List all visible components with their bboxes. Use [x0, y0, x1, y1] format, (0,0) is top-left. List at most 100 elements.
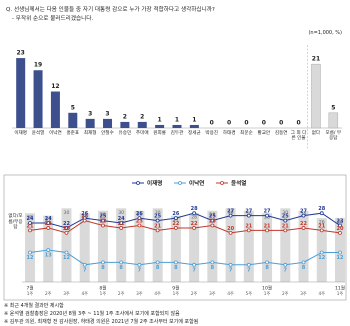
- legend-label: 이낙연: [189, 179, 204, 187]
- x-tick-label: 1주: [100, 291, 107, 297]
- value-label: 19: [34, 62, 42, 69]
- marker: [46, 226, 51, 230]
- x-tick-label: 2주: [282, 291, 289, 297]
- value-label: 27: [300, 209, 307, 215]
- marker: [101, 260, 105, 265]
- value-label: 27: [245, 209, 252, 215]
- value-label: 21: [318, 223, 325, 229]
- bar: [298, 210, 309, 282]
- value-label: 26: [81, 211, 88, 217]
- x-tick-label: 4주: [81, 291, 88, 297]
- bar: [155, 124, 165, 128]
- value-label: 7: [284, 267, 288, 273]
- x-tick-label: 3주: [63, 291, 70, 297]
- bar: [79, 213, 90, 282]
- value-label: 28: [264, 215, 270, 221]
- value-label: 0: [227, 120, 231, 127]
- marker: [28, 221, 32, 225]
- x-tick-label: 추미애: [135, 131, 149, 136]
- marker: [192, 211, 197, 216]
- value-label: 13: [45, 253, 52, 259]
- marker: [173, 260, 178, 265]
- marker: [338, 223, 342, 228]
- value-label: 28: [318, 206, 325, 212]
- marker: [246, 228, 251, 233]
- value-label: 21: [154, 223, 161, 229]
- marker: [283, 218, 288, 223]
- marker: [246, 213, 251, 218]
- bar: [68, 112, 78, 128]
- marker: [137, 223, 142, 228]
- marker: [46, 221, 51, 225]
- x-tick-label: 1주: [173, 291, 180, 297]
- bar: [225, 208, 236, 282]
- x-tick-label: 4주: [227, 291, 234, 297]
- x-tick-label: 정세균: [188, 131, 201, 136]
- value-label: 27: [45, 217, 51, 223]
- marker: [173, 216, 178, 221]
- value-label: 12: [318, 255, 325, 261]
- value-label: 23: [99, 218, 106, 224]
- bar: [262, 213, 273, 282]
- marker: [265, 260, 269, 265]
- x-tick-label: 3주: [300, 291, 307, 297]
- marker: [119, 221, 124, 225]
- x-tick-label: 유승민: [118, 131, 132, 136]
- value-label: 28: [191, 206, 198, 212]
- value-label: 7: [247, 267, 251, 273]
- value-label: 26: [136, 211, 143, 217]
- value-label: 12: [27, 255, 34, 261]
- note: ※ 윤석열 검찰총장은 2020년 8월 3주 ~ 11월 1주 조사에서 보기…: [4, 311, 180, 317]
- marker: [301, 213, 306, 218]
- marker: [192, 262, 197, 267]
- value-label: 28: [27, 215, 33, 221]
- value-label: 2: [140, 113, 144, 120]
- value-label: 22: [118, 221, 125, 227]
- x-tick-label: 최재형: [83, 131, 97, 136]
- x-tick-label: 4주: [318, 291, 325, 297]
- value-label: 27: [264, 209, 271, 215]
- value-label: 23: [337, 218, 344, 224]
- x-tick-label: 황교안: [257, 131, 271, 136]
- value-label: 12: [337, 255, 344, 261]
- marker: [173, 226, 178, 230]
- value-label: 24: [27, 216, 34, 222]
- value-label: 12: [51, 83, 59, 90]
- marker: [319, 211, 324, 216]
- value-label: 21: [264, 223, 271, 229]
- x-tick-label: 3주: [136, 291, 143, 297]
- x-tick-label: 5주: [246, 291, 253, 297]
- value-label: 27: [173, 217, 179, 223]
- x-month-label: 8월: [99, 285, 106, 292]
- line: [29, 249, 340, 266]
- value-label: 7: [138, 267, 142, 273]
- x-tick-label: 3주: [209, 291, 216, 297]
- value-label: 12: [63, 255, 70, 261]
- marker: [265, 213, 269, 218]
- bar: [189, 213, 200, 282]
- marker: [82, 262, 87, 267]
- value-label: 21: [245, 223, 252, 229]
- bar: [207, 210, 218, 282]
- bar: [189, 124, 199, 128]
- value-label: 8: [302, 265, 306, 271]
- value-label: 29: [100, 212, 106, 218]
- bar: [134, 210, 145, 282]
- value-label: 8: [119, 265, 123, 271]
- value-label: 25: [282, 214, 289, 220]
- marker: [210, 260, 215, 265]
- bar: [280, 208, 291, 282]
- marker: [210, 223, 215, 228]
- marker: [155, 260, 160, 265]
- x-tick-label: 4주: [154, 291, 161, 297]
- legend-marker: [136, 181, 140, 185]
- value-label: 21: [27, 223, 34, 229]
- legend-label: 윤석열: [231, 179, 246, 187]
- marker: [119, 226, 124, 230]
- value-label: 2: [123, 113, 127, 120]
- instruction: - 무작위 순으로 불러드리겠습니다.: [12, 16, 94, 22]
- bar: [25, 213, 35, 282]
- marker: [228, 213, 233, 218]
